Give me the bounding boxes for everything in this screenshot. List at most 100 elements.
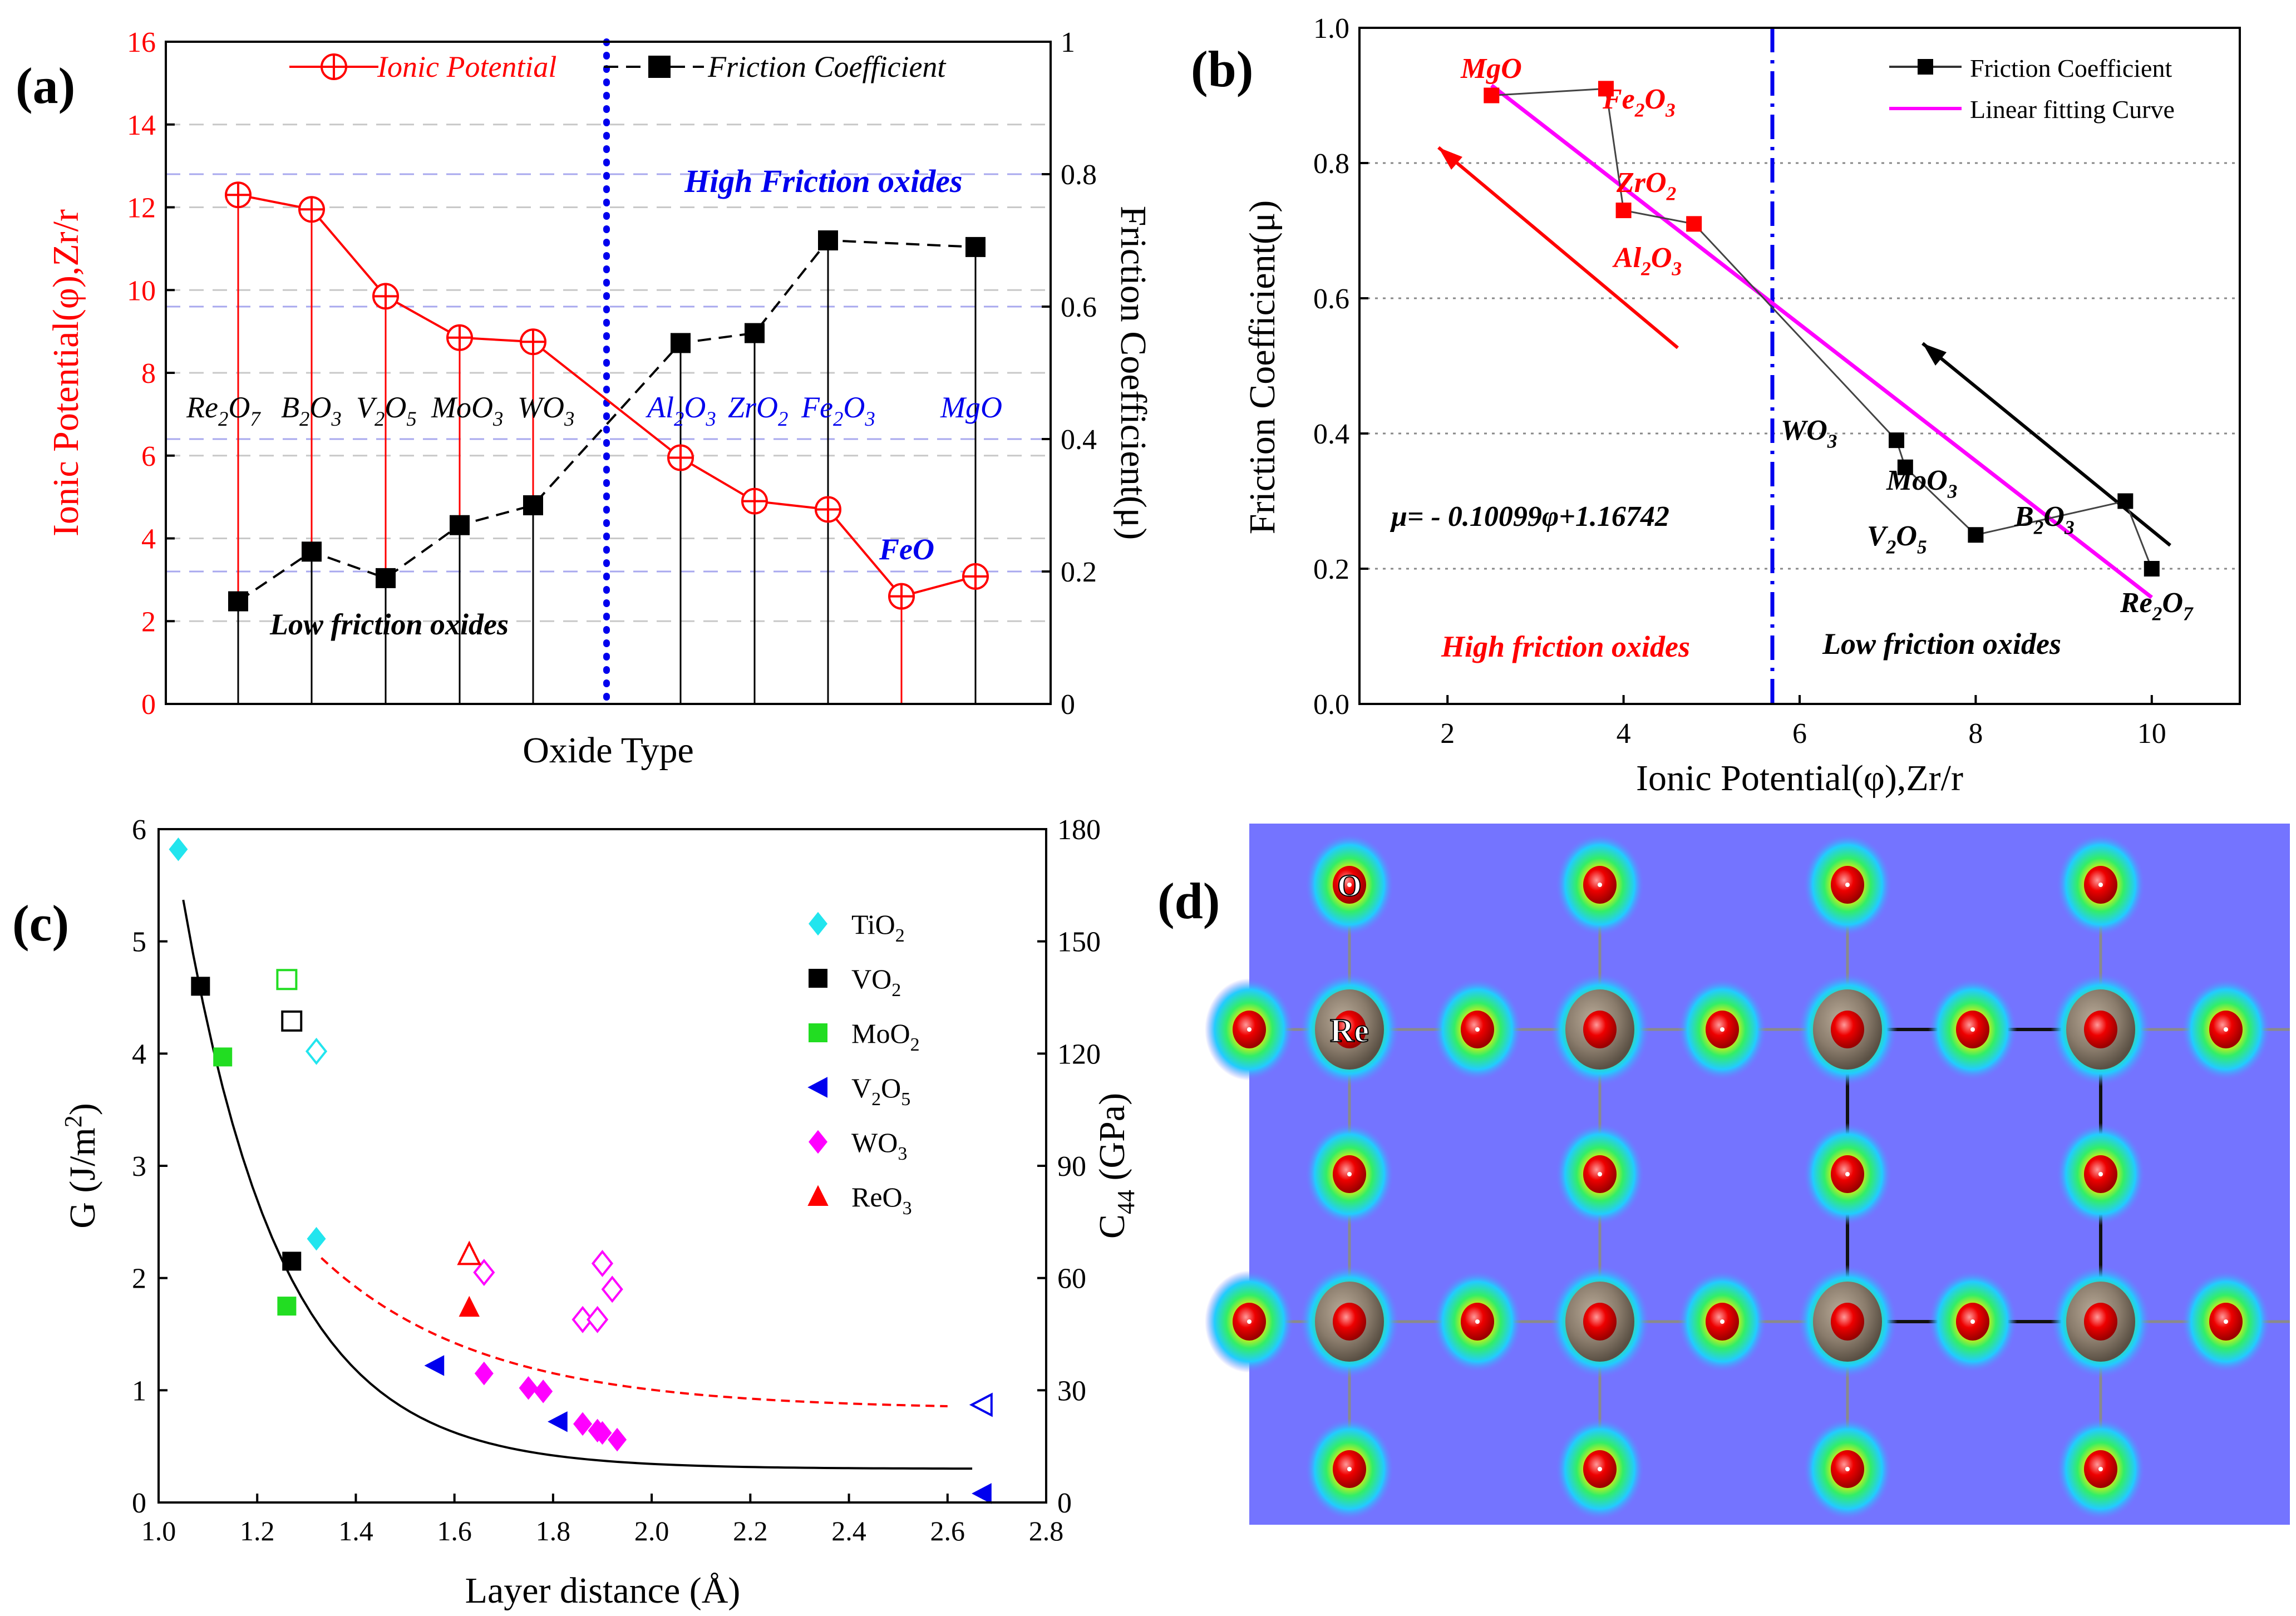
point-label-tail: O bbox=[1644, 83, 1666, 115]
oxygen-atom-center bbox=[1845, 1172, 1850, 1176]
point-g-VO2 bbox=[282, 1252, 302, 1271]
ytick-left-label: 8 bbox=[141, 358, 156, 390]
friction-point bbox=[376, 568, 396, 588]
atom-label-re: Re bbox=[1330, 1012, 1369, 1049]
oxygen-atom-center bbox=[1475, 1027, 1480, 1032]
category-label: MgO bbox=[940, 391, 1002, 424]
ytick-right-label: 60 bbox=[1057, 1263, 1086, 1295]
panel-a-low-friction-label: Low friction oxides bbox=[269, 608, 509, 641]
category-label-sub: 2 bbox=[299, 407, 309, 430]
panel-c-frame bbox=[157, 828, 1047, 1504]
point-label-sub: 2 bbox=[2152, 603, 2162, 625]
point-label: WO3 bbox=[1781, 415, 1837, 452]
panel-d-density-map: O Re bbox=[1205, 834, 2290, 1520]
data-point bbox=[1686, 216, 1702, 232]
panel-c-axes: 1.0 1.2 1.4 1.6 1.8 2.0 2.2 2.4 2.6 2.80123456030… bbox=[132, 814, 1101, 1546]
legend-b-fit-label: Linear fitting Curve bbox=[1970, 95, 2175, 124]
point-label: V2O5 bbox=[1867, 520, 1927, 558]
xtick-label: 4 bbox=[1617, 718, 1631, 750]
point-label-main: WO bbox=[1781, 415, 1827, 446]
oxygen-atom-center bbox=[1845, 1467, 1850, 1471]
point-label-sub2: 3 bbox=[1665, 99, 1676, 121]
category-label-main: WO bbox=[518, 391, 564, 424]
panel-b-red-arrowhead bbox=[1438, 147, 1462, 170]
point-label-sub2: 3 bbox=[2064, 516, 2075, 539]
friction-point bbox=[450, 515, 470, 535]
panel-c-ylabel-right-main: C bbox=[1092, 1214, 1132, 1239]
point-label-main: MoO bbox=[1886, 465, 1948, 496]
point-g-WO3 bbox=[608, 1427, 627, 1452]
ytick-label: 0.8 bbox=[1313, 148, 1349, 180]
panel-a-high-friction-label: High Friction oxides bbox=[684, 163, 963, 199]
point-label-sub: 2 bbox=[1634, 99, 1645, 121]
legend-label: TiO2 bbox=[851, 909, 905, 946]
rhenium-core bbox=[1333, 1303, 1366, 1341]
point-label: B2O3 bbox=[2014, 501, 2075, 539]
category-label-sub2: 7 bbox=[250, 407, 261, 430]
panel-b-frame bbox=[1358, 27, 2241, 705]
category-label-sub: 2 bbox=[778, 407, 788, 430]
category-label: ZrO2 bbox=[728, 391, 788, 430]
legend-marker-MoO2 bbox=[809, 1023, 827, 1042]
point-g-WO3 bbox=[534, 1379, 553, 1403]
point-label: ZrO2 bbox=[1616, 167, 1676, 205]
ytick-label: 0.6 bbox=[1313, 283, 1349, 315]
oxygen-atom-center bbox=[2098, 1467, 2103, 1471]
ytick-left-label: 1 bbox=[132, 1375, 146, 1407]
category-label-tail: O bbox=[228, 391, 250, 424]
panel-b: (b) 2 4 6 8 10 0.0 0.2 0.4 0.6 0.8 1.0 Friction Co… bbox=[1191, 13, 2241, 799]
point-label-tail: O bbox=[2043, 501, 2065, 533]
oxygen-atom-center bbox=[1970, 1319, 1975, 1324]
oxygen-atom-center bbox=[1598, 883, 1602, 887]
rhenium-core bbox=[2084, 1011, 2117, 1048]
panel-c-label: (c) bbox=[12, 895, 69, 952]
oxygen-atom-center bbox=[1720, 1319, 1725, 1324]
oxygen-atom-center bbox=[1845, 883, 1850, 887]
category-label-main: ZrO bbox=[728, 391, 778, 424]
point-g-ReO3 bbox=[459, 1295, 480, 1317]
panel-a-stems bbox=[237, 195, 977, 704]
ytick-right-label: 1 bbox=[1061, 27, 1075, 58]
panel-a-plot bbox=[225, 181, 989, 612]
ytick-left-label: 4 bbox=[141, 524, 156, 555]
point-label-sub: 3 bbox=[1827, 430, 1837, 452]
panel-a-label: (a) bbox=[16, 57, 75, 114]
legend-label: ReO3 bbox=[851, 1181, 912, 1219]
point-c44-WO3 bbox=[587, 1305, 609, 1333]
xtick-label: 1.4 bbox=[338, 1515, 373, 1546]
fit-line bbox=[1490, 83, 2153, 599]
rhenium-core bbox=[1333, 1011, 1366, 1048]
ytick-left-label: 2 bbox=[132, 1263, 146, 1295]
point-label: Al2O3 bbox=[1612, 242, 1682, 280]
point-g-TiO2 bbox=[307, 1226, 326, 1251]
category-label-main: Re bbox=[186, 391, 218, 424]
category-label-tail: O bbox=[684, 391, 706, 424]
ytick-left-label: 12 bbox=[127, 193, 156, 224]
category-label: Re2O7 bbox=[186, 391, 261, 430]
ytick-label: 0.2 bbox=[1313, 554, 1349, 585]
ytick-label: 0.0 bbox=[1313, 689, 1349, 721]
ytick-right-label: 30 bbox=[1057, 1375, 1086, 1407]
friction-point bbox=[302, 541, 322, 562]
ytick-left-label: 4 bbox=[132, 1038, 146, 1070]
point-label-tail: O bbox=[1896, 520, 1917, 552]
category-label-sub2: 3 bbox=[705, 407, 716, 430]
legend-friction-label: Friction Coefficient bbox=[707, 50, 947, 83]
oxygen-atom-center bbox=[1970, 1027, 1975, 1032]
oxygen-atom-center bbox=[1720, 1027, 1725, 1032]
oxygen-atom-center bbox=[2224, 1027, 2228, 1032]
ytick-left-label: 2 bbox=[141, 606, 156, 638]
data-point bbox=[1968, 527, 1984, 543]
xtick-label: 1.2 bbox=[240, 1515, 275, 1546]
category-label-sub: 2 bbox=[218, 407, 228, 430]
fit-curve-c44 bbox=[321, 1257, 948, 1407]
panel-c-ylabel-left: G (J/m2) bbox=[60, 1103, 103, 1228]
friction-point bbox=[671, 333, 691, 353]
oxygen-atom-center bbox=[1347, 883, 1352, 887]
category-label-sub2: 3 bbox=[864, 407, 875, 430]
oxygen-atom-center bbox=[1598, 1467, 1602, 1471]
panel-c-ylabel-left-main: G (J/m bbox=[62, 1127, 103, 1229]
point-g-V2O5 bbox=[424, 1355, 445, 1376]
point-c44-ReO3 bbox=[457, 1240, 482, 1265]
data-point bbox=[1897, 459, 1913, 475]
